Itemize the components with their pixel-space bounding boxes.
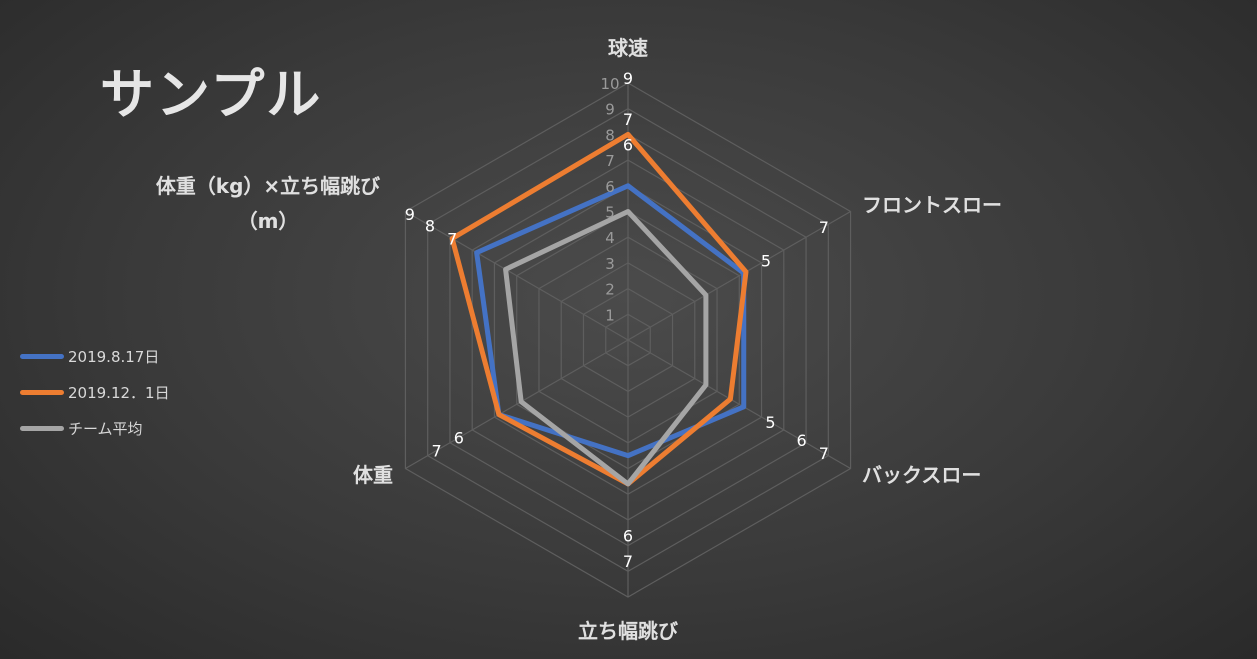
grid-spoke (627, 210, 851, 341)
axis-value-label: 6 (623, 526, 633, 545)
legend-item: 2019.8.17日 (20, 338, 170, 374)
legend-label: チーム平均 (68, 419, 143, 438)
scale-tick-label: 6 (605, 178, 615, 196)
axis-category-label: 体重（kg）×立ち幅跳び (156, 174, 381, 198)
series-line (449, 131, 749, 487)
grid-spoke (627, 339, 851, 470)
axis-value-label: 7 (819, 218, 829, 237)
legend-item: 2019.12．1日 (20, 374, 170, 410)
axis-value-label: 8 (425, 217, 435, 236)
scale-tick-label: 4 (605, 229, 615, 247)
chart-title: サンプル (100, 63, 323, 126)
axis-value-label: 6 (797, 431, 807, 450)
scale-tick-label: 1 (605, 306, 615, 324)
axis-category-label: フロントスロー (862, 193, 1002, 217)
axis-category-label: （m） (238, 209, 299, 233)
legend-label: 2019.12．1日 (68, 383, 170, 402)
axis-value-label: 5 (761, 251, 771, 270)
axis-value-label: 9 (405, 205, 415, 224)
grid-spoke (405, 210, 629, 341)
radar-grid (404, 82, 852, 598)
legend: 2019.8.17日 2019.12．1日 チーム平均 (20, 338, 170, 446)
axis-value-label: 9 (623, 69, 633, 88)
grid-spoke (405, 339, 629, 470)
axis-value-label: 7 (623, 552, 633, 571)
axis-category-label: バックスロー (862, 463, 981, 487)
legend-swatch (20, 389, 64, 395)
axis-value-label: 6 (623, 136, 633, 155)
scale-tick-label: 2 (605, 281, 615, 299)
scale-tick-label: 8 (605, 126, 615, 144)
legend-swatch (20, 425, 64, 431)
radar-series (449, 131, 749, 487)
axis-value-label: 5 (765, 413, 775, 432)
axis-value-label: 6 (454, 429, 464, 448)
axis-category-label: 体重 (353, 463, 393, 487)
scale-tick-label: 3 (605, 255, 615, 273)
axis-value-label: 7 (819, 444, 829, 463)
axis-category-label: 立ち幅跳び (578, 619, 679, 643)
scale-tick-label: 5 (605, 204, 615, 222)
scale-tick-label: 7 (605, 152, 615, 170)
legend-swatch (20, 353, 64, 359)
axis-value-label: 7 (623, 110, 633, 129)
legend-label: 2019.8.17日 (68, 347, 160, 366)
axis-category-label: 球速 (608, 36, 648, 60)
legend-item: チーム平均 (20, 410, 170, 446)
series-line (503, 209, 709, 487)
axis-value-label: 7 (431, 442, 441, 461)
scale-tick-label: 9 (605, 101, 615, 119)
axis-value-label: 7 (447, 229, 457, 248)
scale-tick-label: 10 (600, 75, 619, 93)
